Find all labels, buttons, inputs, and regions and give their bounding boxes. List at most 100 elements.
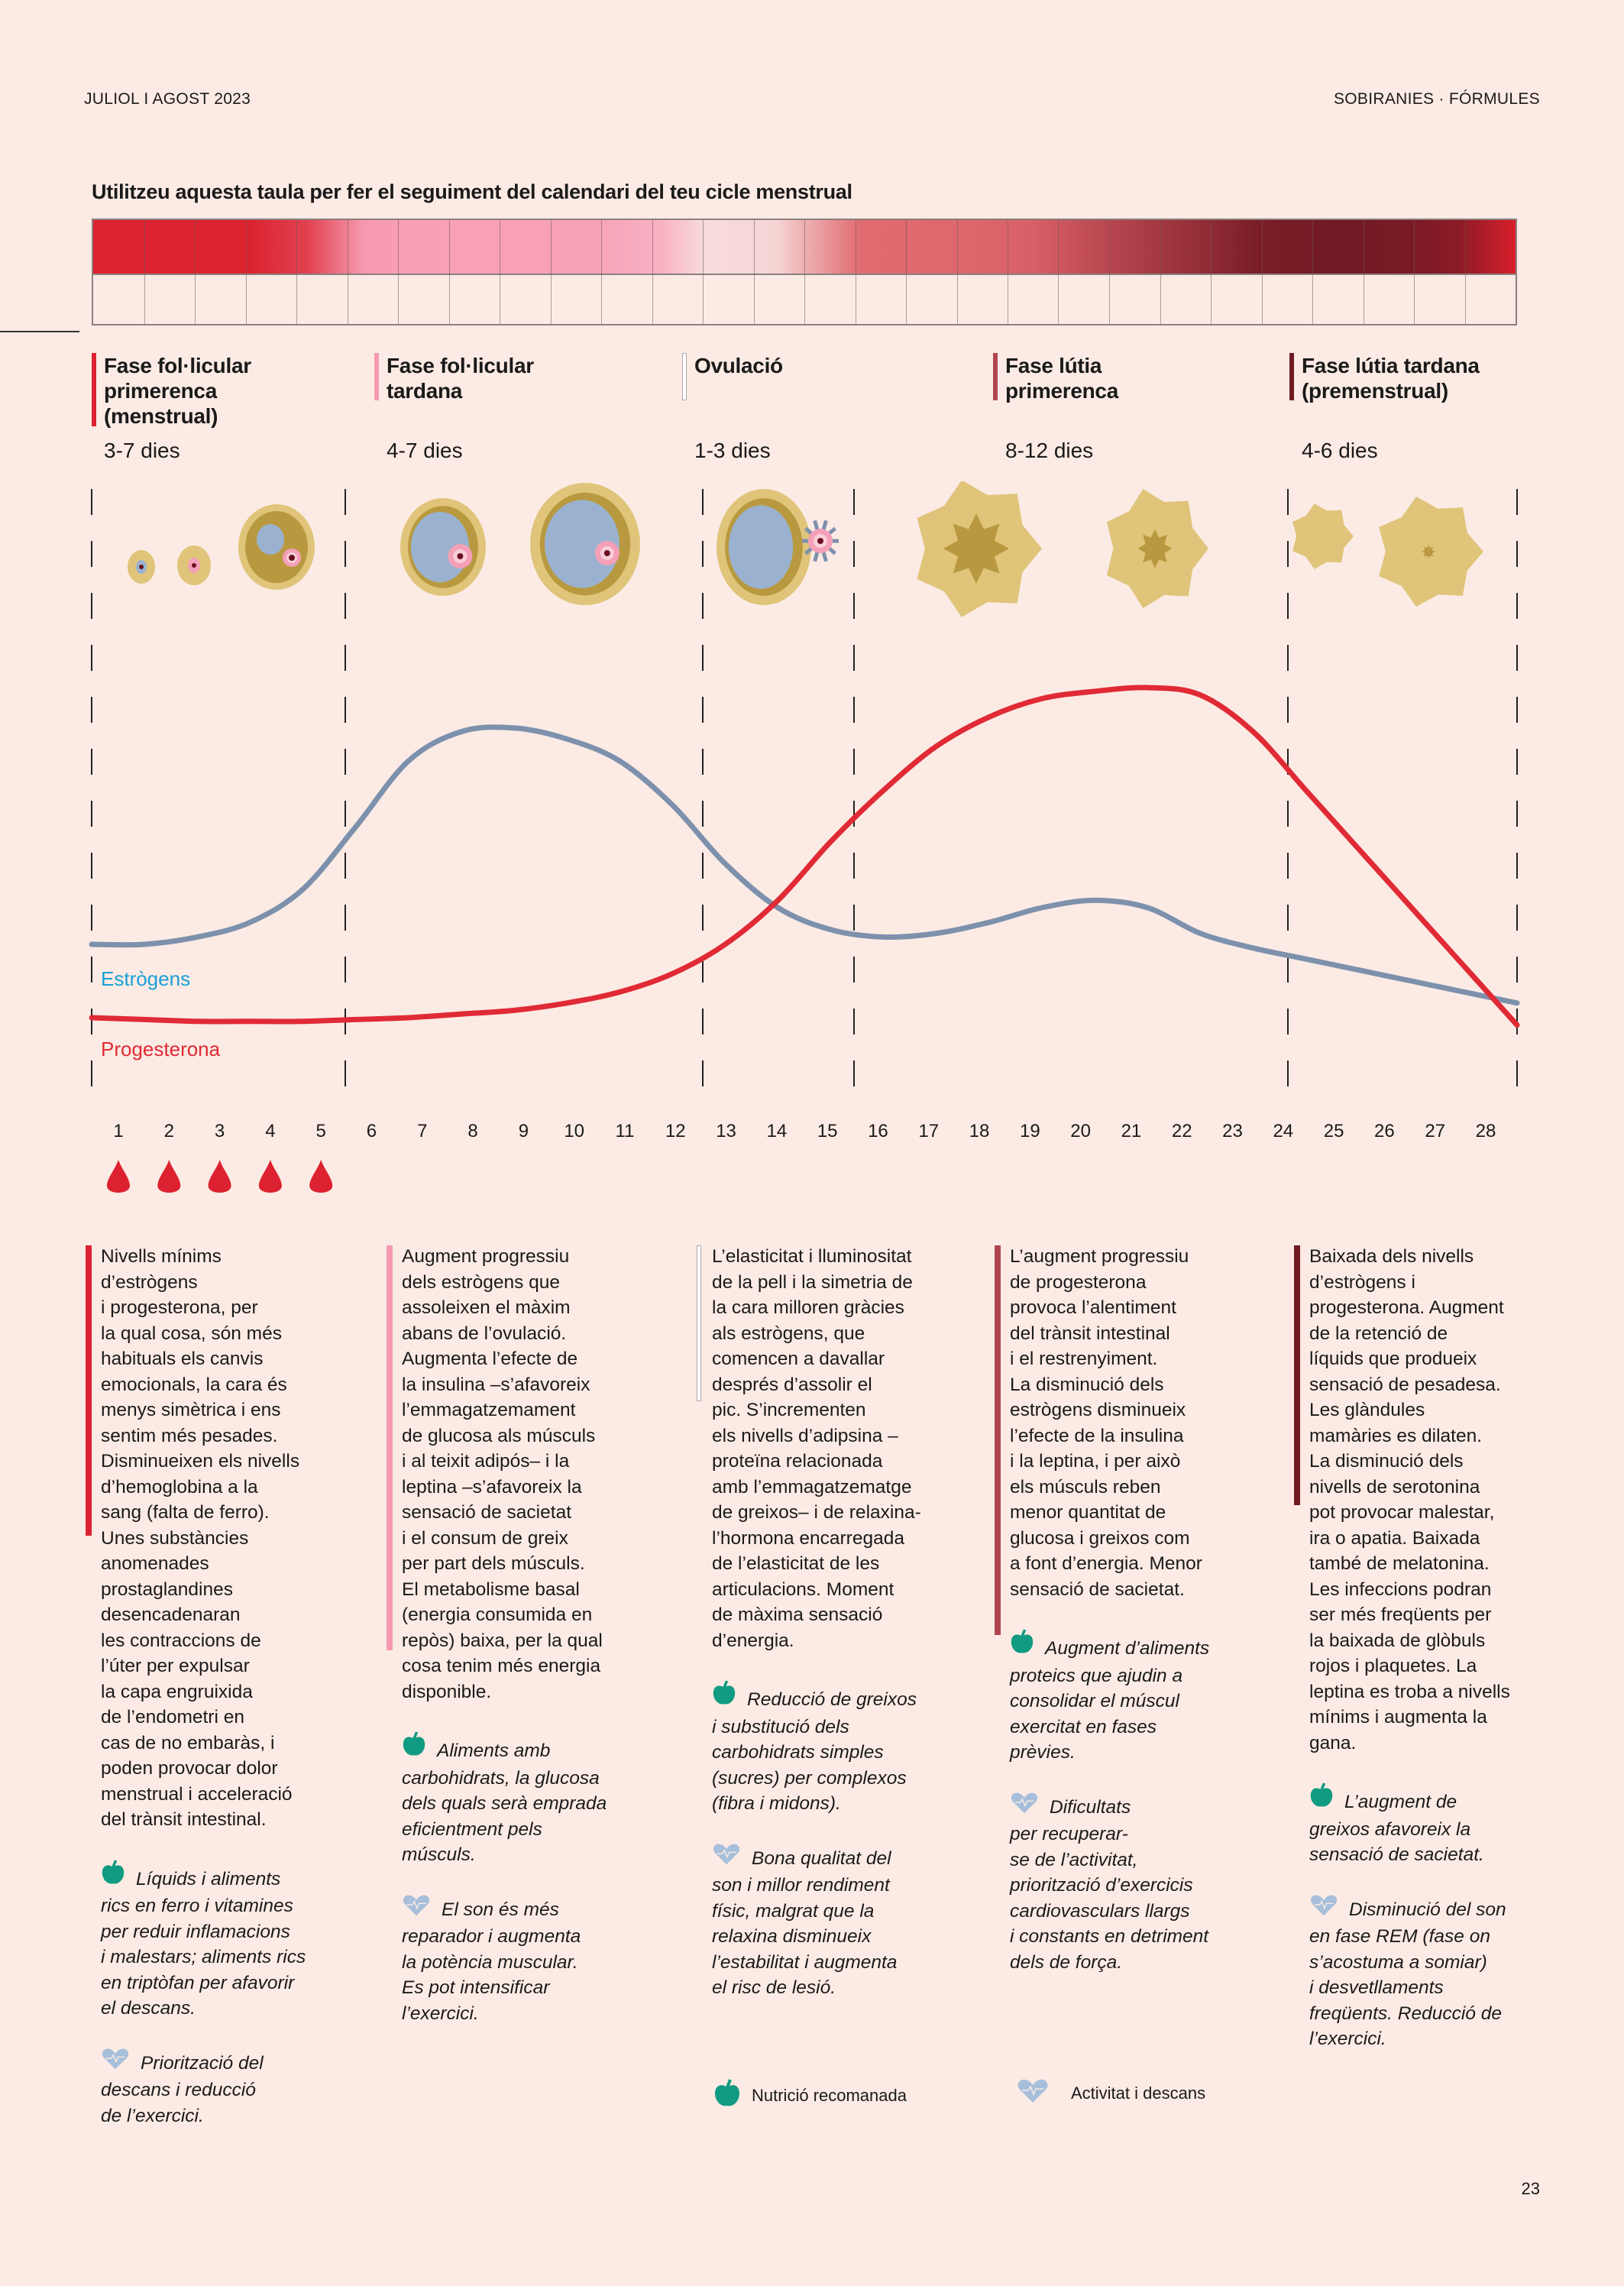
phase-duration: 4-7 dies: [387, 439, 463, 462]
corpus-luteum-large-icon: [917, 481, 1042, 617]
legend-activity: Activitat i descans: [1017, 2078, 1205, 2109]
heartbeat-icon: [402, 1894, 431, 1925]
text-line: glucosa i greixos com: [1010, 1527, 1190, 1549]
text-line: prostaglandines: [101, 1579, 233, 1600]
phase-name-line: (menstrual): [104, 404, 218, 428]
phase-column: Nivells mínims d’estrògens i progesterona,…: [86, 1244, 361, 2129]
text-line: Reducció de greixos: [747, 1689, 917, 1710]
page-number: 23: [1521, 2179, 1540, 2198]
text-line: i constants en detriment: [1010, 1926, 1209, 1947]
text-line: de l’elasticitat de les: [712, 1553, 880, 1574]
issue-date: JULIOL I AGOST 2023: [84, 90, 251, 108]
nutrition-tip: Augment d’aliments proteics que ajudin a c…: [1010, 1628, 1270, 1766]
phase-color-bar: [374, 353, 379, 400]
text-line: de l’exercici.: [101, 2105, 204, 2126]
day-tick-label: 14: [767, 1121, 788, 1141]
text-line: el risc de lesió.: [712, 1977, 836, 1998]
text-line: proteics que ajudin a: [1010, 1665, 1183, 1686]
day-tick-label: 16: [868, 1121, 888, 1141]
heartbeat-icon: [1017, 2078, 1048, 2109]
text-line: El son és més: [442, 1899, 559, 1920]
text-line: (sucres) per complexos: [712, 1767, 907, 1789]
text-line: La disminució dels: [1309, 1451, 1464, 1472]
text-line: de glucosa als músculs: [402, 1425, 596, 1446]
calendar-cell-divider: [906, 220, 907, 324]
text-line: i progesterona, per: [101, 1297, 258, 1318]
text-line: L’elasticitat i lluminositat: [712, 1246, 912, 1267]
apple-icon: [713, 2078, 741, 2113]
text-line: priorització d’exercicis: [1010, 1875, 1193, 1896]
activity-tip: Dificultats per recuperar-se de l’activit…: [1010, 1792, 1270, 1976]
text-line: Nivells mínims: [101, 1246, 222, 1267]
calendar-cell-divider: [245, 220, 247, 324]
legend-nutrition-label: Nutrició recomanada: [752, 2086, 907, 2105]
calendar-cell-divider: [703, 220, 704, 324]
day-tick-label: 13: [716, 1121, 736, 1141]
phase-duration: 8-12 dies: [1005, 439, 1094, 462]
text-line: líquids que produeix: [1309, 1349, 1477, 1369]
follicle-ovulating-icon: [717, 489, 839, 605]
section-title: SOBIRANIES · FÓRMULES: [1333, 90, 1540, 108]
text-line: Dificultats: [1050, 1796, 1131, 1818]
text-line: carbohidrats simples: [712, 1742, 884, 1763]
text-line: dels estrògens que: [402, 1271, 561, 1293]
nutrition-tip: L’augment de greixos afavoreix la sensació…: [1309, 1782, 1569, 1868]
text-line: d’hemoglobina a la: [101, 1476, 258, 1498]
text-line: la qual cosa, són més: [101, 1323, 282, 1344]
phase-name-line: (premenstrual): [1302, 379, 1448, 403]
follicle-primordial-icon: [128, 550, 155, 584]
calendar-cell-divider: [144, 220, 145, 324]
text-line: i el restrenyiment.: [1010, 1349, 1158, 1369]
text-line: de greixos– i de relaxina-: [712, 1502, 921, 1523]
phase-column: Augment progressiu dels estrògens que asso…: [387, 1244, 662, 2026]
side-divider: [0, 331, 79, 332]
text-line: d’estrògens i: [1309, 1271, 1415, 1293]
text-line: mamàries es dilaten.: [1309, 1425, 1483, 1446]
corpus-luteum-small-icon: [1292, 504, 1354, 569]
text-line: els músculs reben: [1010, 1476, 1161, 1498]
text-line: greixos afavoreix la: [1309, 1818, 1471, 1840]
text-line: de progesterona: [1010, 1271, 1147, 1293]
blood-drop-icon: [309, 1160, 333, 1193]
apple-icon: [1309, 1782, 1334, 1817]
phase-color-bar: [993, 353, 998, 400]
text-line: ira o apatia. Baixada: [1309, 1527, 1480, 1549]
day-tick-label: 19: [1020, 1121, 1040, 1141]
text-line: físic, malgrat que la: [712, 1900, 875, 1922]
series-line-estrogens: [89, 724, 1520, 1006]
calendar-cell-divider: [804, 220, 805, 324]
heartbeat-icon: [101, 2048, 130, 2078]
calendar-cell-divider: [1261, 220, 1263, 324]
day-tick-label: 7: [417, 1121, 427, 1141]
phase-description: Augment progressiu dels estrògens que asso…: [402, 1244, 662, 1705]
text-line: l’estabilitat i augmenta: [712, 1951, 898, 1973]
phase-description: Baixada dels nivells d’estrògens i progest…: [1309, 1244, 1569, 1756]
legend-nutrition: Nutrició recomanada: [713, 2078, 907, 2113]
text-line: sensació de sacietat.: [1010, 1579, 1185, 1600]
blood-drop-icon: [258, 1160, 282, 1193]
text-line: relaxina disminueix: [712, 1926, 872, 1947]
phase-name-line: Fase lútia tardana: [1302, 354, 1480, 377]
day-tick-label: 24: [1273, 1121, 1293, 1141]
day-tick-label: 9: [519, 1121, 529, 1141]
text-line: pic. S’incrementen: [712, 1400, 866, 1420]
text-line: emocionals, la cara és: [101, 1374, 287, 1395]
text-line: freqüents. Reducció de: [1309, 2003, 1502, 2024]
text-line: progesterona. Augment: [1309, 1297, 1504, 1318]
text-line: Unes substàncies: [101, 1527, 249, 1549]
follicle-primary-icon: [177, 546, 211, 585]
text-line: descans i reducció: [101, 2080, 256, 2100]
calendar-cell-divider: [1160, 220, 1161, 324]
text-line: a font d’energia. Menor: [1010, 1553, 1202, 1574]
calendar-cell-divider: [956, 220, 958, 324]
phase-color-bar: [86, 1245, 92, 1536]
text-line: ser més freqüents per: [1309, 1604, 1492, 1625]
day-tick-label: 20: [1070, 1121, 1091, 1141]
text-line: la potència muscular.: [402, 1951, 578, 1973]
text-line: mínims i augmenta la: [1309, 1707, 1487, 1727]
text-line: abans de l’ovulació.: [402, 1323, 567, 1344]
text-line: desencadenaran: [101, 1604, 241, 1625]
day-tick-label: 26: [1374, 1121, 1395, 1141]
text-line: sentim més pesades.: [101, 1425, 278, 1446]
